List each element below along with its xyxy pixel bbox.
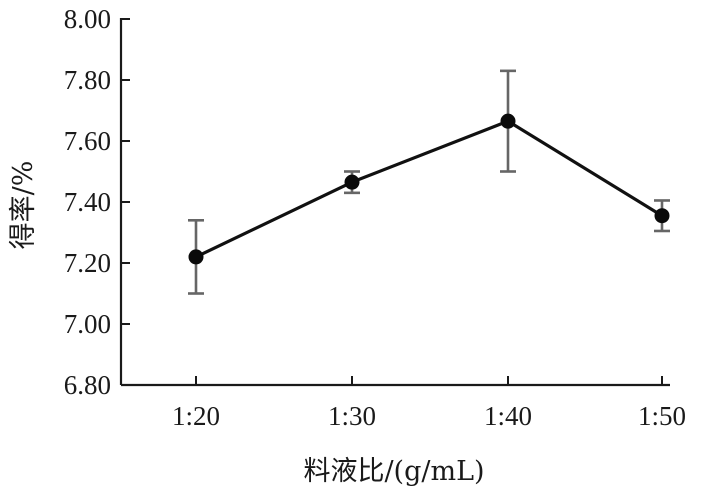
y-tick-label: 7.40 xyxy=(64,187,111,217)
y-tick-label: 7.80 xyxy=(64,65,111,95)
y-tick-label: 7.00 xyxy=(64,309,111,339)
y-tick-label: 7.60 xyxy=(64,126,111,156)
y-ticks: 6.80 7.00 7.20 7.40 7.60 7.80 8.00 xyxy=(64,4,130,400)
x-axis-title: 料液比/(g/mL) xyxy=(303,456,484,487)
data-point xyxy=(188,249,204,265)
data-point xyxy=(344,174,360,190)
axes xyxy=(119,18,670,387)
x-tick-label: 1:40 xyxy=(484,401,532,431)
data-points xyxy=(188,113,670,265)
x-tick-label: 1:50 xyxy=(638,401,686,431)
x-tick-label: 1:20 xyxy=(172,401,220,431)
y-tick-label: 6.80 xyxy=(64,370,111,400)
y-tick-label: 7.20 xyxy=(64,248,111,278)
series-line xyxy=(195,119,663,259)
error-bars xyxy=(188,69,670,295)
data-point xyxy=(654,208,670,224)
data-point xyxy=(500,113,516,129)
y-axis-title: 得率/% xyxy=(8,161,39,250)
y-tick-label: 8.00 xyxy=(64,4,111,34)
x-tick-label: 1:30 xyxy=(328,401,376,431)
x-ticks: 1:20 1:30 1:40 1:50 xyxy=(172,376,686,431)
